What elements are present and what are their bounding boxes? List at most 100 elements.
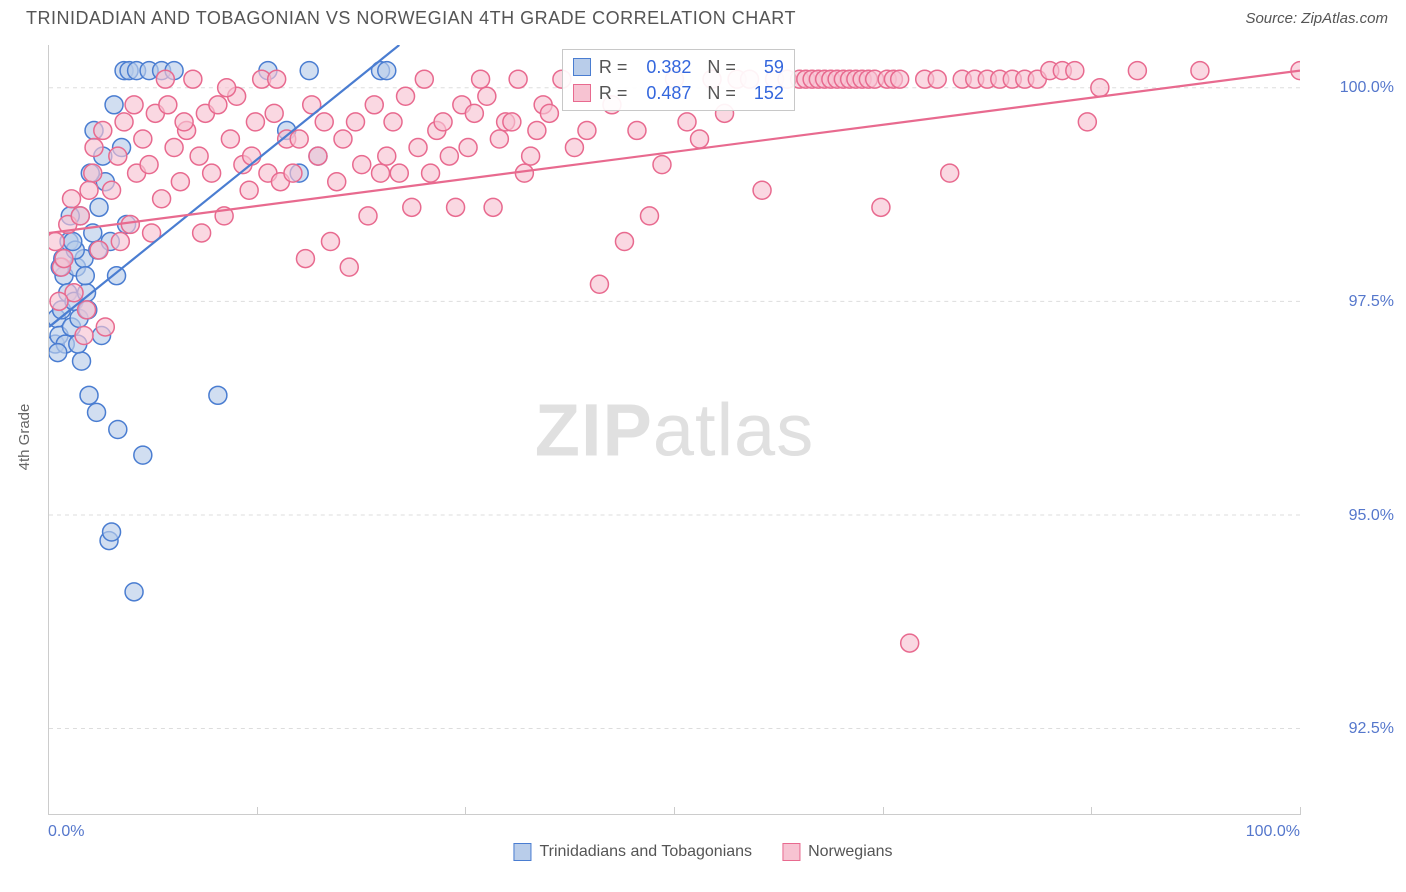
- scatter-point: [1066, 62, 1084, 80]
- scatter-point: [490, 130, 508, 148]
- scatter-point: [372, 164, 390, 182]
- scatter-point: [465, 104, 483, 122]
- scatter-point: [125, 96, 143, 114]
- scatter-point: [1191, 62, 1209, 80]
- plot-area: ZIPatlas R =0.382N =59R =0.487N =152: [48, 45, 1300, 815]
- scatter-point: [509, 70, 527, 88]
- legend-item: Trinidadians and Tobagonians: [513, 843, 752, 861]
- scatter-point: [184, 70, 202, 88]
- y-tick-label: 92.5%: [1349, 720, 1394, 738]
- x-tick-mark: [257, 807, 258, 815]
- scatter-point: [415, 70, 433, 88]
- scatter-point: [94, 121, 112, 139]
- scatter-point: [753, 181, 771, 199]
- scatter-point: [159, 96, 177, 114]
- scatter-point: [246, 113, 264, 131]
- scatter-point: [565, 139, 583, 157]
- chart-header: TRINIDADIAN AND TOBAGONIAN VS NORWEGIAN …: [0, 0, 1406, 37]
- scatter-point: [88, 403, 106, 421]
- stat-n-label: N =: [707, 80, 736, 106]
- scatter-point: [111, 233, 129, 251]
- scatter-point: [121, 215, 139, 233]
- x-tick-mark: [674, 807, 675, 815]
- scatter-point: [190, 147, 208, 165]
- scatter-point: [96, 318, 114, 336]
- y-axis-label: 4th Grade: [16, 404, 33, 471]
- scatter-point: [125, 583, 143, 601]
- scatter-point: [76, 267, 94, 285]
- scatter-point: [109, 421, 127, 439]
- scatter-point: [296, 250, 314, 268]
- scatter-point: [108, 267, 126, 285]
- scatter-point: [691, 130, 709, 148]
- scatter-point: [378, 62, 396, 80]
- scatter-point: [80, 181, 98, 199]
- scatter-point: [90, 198, 108, 216]
- scatter-point: [872, 198, 890, 216]
- y-tick-label: 97.5%: [1349, 293, 1394, 311]
- scatter-point: [265, 104, 283, 122]
- scatter-point: [653, 156, 671, 174]
- scatter-point: [359, 207, 377, 225]
- scatter-point: [440, 147, 458, 165]
- scatter-point: [90, 241, 108, 259]
- legend-item: Norwegians: [782, 843, 892, 861]
- scatter-point: [75, 327, 93, 345]
- scatter-point: [209, 386, 227, 404]
- scatter-point: [193, 224, 211, 242]
- stats-swatch: [573, 84, 591, 102]
- scatter-point: [221, 130, 239, 148]
- chart-title: TRINIDADIAN AND TOBAGONIAN VS NORWEGIAN …: [26, 8, 796, 29]
- scatter-point: [522, 147, 540, 165]
- scatter-point: [284, 164, 302, 182]
- scatter-point: [941, 164, 959, 182]
- scatter-point: [334, 130, 352, 148]
- correlation-stats-box: R =0.382N =59R =0.487N =152: [562, 49, 795, 111]
- legend-label: Norwegians: [808, 843, 892, 861]
- scatter-point: [105, 96, 123, 114]
- scatter-point: [397, 87, 415, 105]
- scatter-point: [484, 198, 502, 216]
- scatter-point: [901, 634, 919, 652]
- y-tick-label: 95.0%: [1349, 507, 1394, 525]
- scatter-point: [434, 113, 452, 131]
- scatter-point: [268, 70, 286, 88]
- scatter-point: [49, 344, 67, 362]
- scatter-point: [300, 62, 318, 80]
- scatter-point: [459, 139, 477, 157]
- scatter-point: [891, 70, 909, 88]
- scatter-point: [928, 70, 946, 88]
- stat-r-value: 0.382: [635, 54, 691, 80]
- scatter-point: [1078, 113, 1096, 131]
- scatter-point: [80, 386, 98, 404]
- scatter-point: [403, 198, 421, 216]
- y-tick-label: 100.0%: [1340, 79, 1394, 97]
- scatter-point: [218, 79, 236, 97]
- scatter-point: [503, 113, 521, 131]
- scatter-point: [165, 139, 183, 157]
- scatter-point: [85, 139, 103, 157]
- scatter-point: [472, 70, 490, 88]
- scatter-point: [55, 250, 73, 268]
- scatter-point: [578, 121, 596, 139]
- scatter-point: [203, 164, 221, 182]
- stats-row: R =0.487N =152: [573, 80, 784, 106]
- scatter-point: [347, 113, 365, 131]
- scatter-point: [353, 156, 371, 174]
- stat-n-label: N =: [707, 54, 736, 80]
- scatter-point: [156, 70, 174, 88]
- scatter-point: [63, 190, 81, 208]
- scatter-point: [678, 113, 696, 131]
- scatter-point: [328, 173, 346, 191]
- x-tick-mark: [48, 807, 49, 815]
- scatter-point: [49, 233, 64, 251]
- scatter-point: [321, 233, 339, 251]
- scatter-point: [64, 233, 82, 251]
- scatter-point: [134, 446, 152, 464]
- stat-r-label: R =: [599, 54, 628, 80]
- scatter-point: [103, 181, 121, 199]
- scatter-point: [540, 104, 558, 122]
- scatter-point: [309, 147, 327, 165]
- x-tick-mark: [1091, 807, 1092, 815]
- scatter-point: [50, 292, 68, 310]
